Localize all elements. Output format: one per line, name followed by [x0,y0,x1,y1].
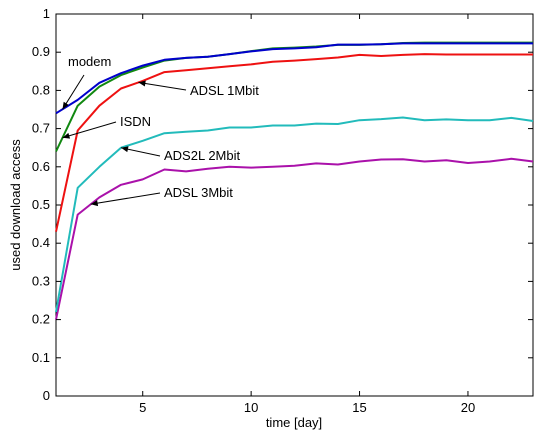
annotation-label: modem [68,54,111,69]
annotation-layer: modem ISDN ADSL 1Mbit ADS2L 2Mbit ADSL 3Mbit [62,54,259,207]
series-line-modem [55,42,533,115]
annotation-arrowhead [90,200,99,207]
x-tick-label: 15 [352,400,366,415]
annotation-arrowhead [121,146,129,153]
annotation-adsl-3mbit: ADSL 3Mbit [90,185,233,207]
annotation-modem: modem [62,54,111,110]
y-tick-label: 0.9 [32,44,50,59]
annotation-arrowhead [62,101,69,110]
y-tick-label: 0.3 [32,273,50,288]
annotation-arrowhead [138,80,146,87]
annotation-label: ISDN [120,114,151,129]
series-layer [55,41,534,320]
y-tick-label: 0.2 [32,312,50,327]
series-line-adsl-3mbit [55,157,534,320]
ticks-layer: 00.10.20.30.40.50.60.70.80.915 10 15 20 [32,6,533,415]
y-tick-label: 0.1 [32,350,50,365]
annotation-arrow-line [90,192,161,205]
annotation-label: ADS2L 2Mbit [164,148,240,163]
x-tick-label: 10 [244,400,258,415]
annotation-adsl-1mbit: ADSL 1Mbit [138,80,259,98]
y-tick-label: 1 [43,6,50,21]
y-tick-label: 0.5 [32,197,50,212]
annotation-ads2l-2mbit: ADS2L 2Mbit [120,146,240,163]
annotation-isdn: ISDN [62,114,151,139]
annotation-label: ADSL 3Mbit [164,185,233,200]
annotation-arrowhead [62,132,71,139]
annotation-label: ADSL 1Mbit [190,83,259,98]
plot-area [55,13,534,397]
y-tick-label: 0 [43,388,50,403]
annotation-arrow-line [62,121,117,139]
y-tick-label: 0.6 [32,159,50,174]
y-tick-label: 0.7 [32,121,50,136]
y-axis-label: used download access [8,139,23,271]
series-line-ads2l-2mbit [55,116,534,313]
x-axis-label: time [day] [266,415,322,430]
series-line-adsl-1mbit [55,53,533,232]
y-tick-label: 0.4 [32,235,50,250]
x-tick-label: 20 [461,400,475,415]
x-tick-label: 5 [139,400,146,415]
annotation-arrow-line [138,81,187,91]
y-tick-label: 0.8 [32,82,50,97]
